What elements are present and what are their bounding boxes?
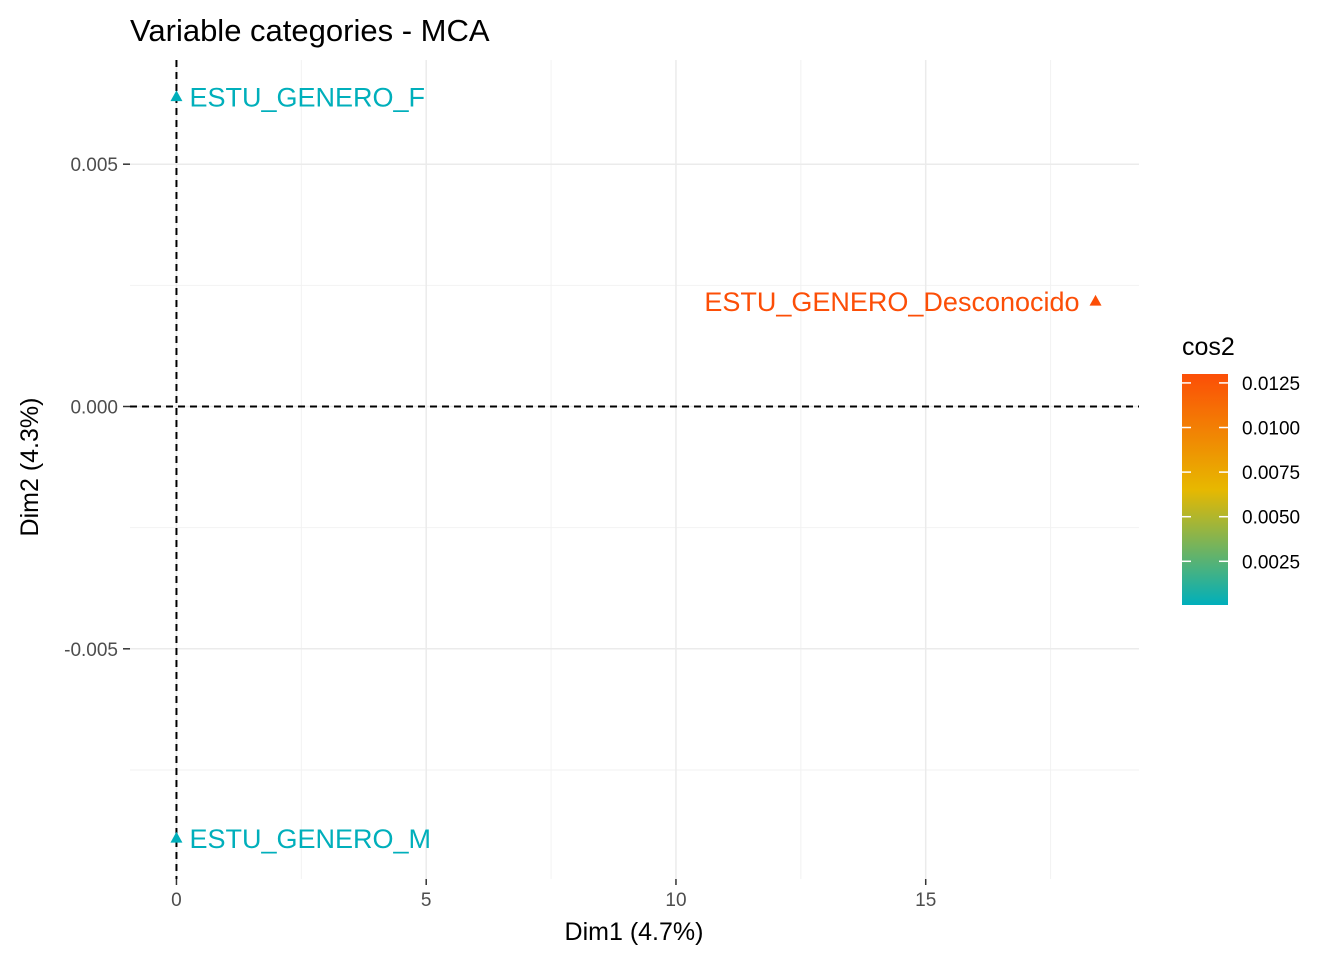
data-point-label: ESTU_GENERO_M	[189, 824, 431, 854]
legend-tick-label: 0.0025	[1242, 552, 1300, 573]
legend-title: cos2	[1182, 333, 1235, 361]
reference-lines	[130, 60, 1139, 879]
data-point-triangle	[1089, 294, 1102, 306]
y-axis: 0.005 0.000 -0.005	[64, 155, 130, 661]
data-point-triangle	[170, 90, 183, 102]
data-point-label: ESTU_GENERO_Desconocido	[704, 287, 1079, 317]
y-tick-label: 0.005	[70, 155, 118, 176]
legend-tick-label: 0.0100	[1242, 419, 1300, 440]
minor-gridlines	[130, 60, 1139, 879]
data-point-label: ESTU_GENERO_F	[189, 82, 425, 112]
legend-tick-label: 0.0125	[1242, 374, 1300, 395]
cos2-legend: cos2 0.0125 0.0100 0.0075 0.0050 0.0025	[1182, 333, 1300, 605]
legend-color-bar	[1182, 374, 1228, 605]
x-tick-label: 0	[171, 890, 182, 911]
legend-ticks: 0.0125 0.0100 0.0075 0.0050 0.0025	[1182, 374, 1300, 573]
x-axis: 0 5 10 15	[171, 879, 936, 911]
x-tick-label: 5	[421, 890, 432, 911]
legend-tick-label: 0.0050	[1242, 508, 1300, 529]
data-points	[170, 90, 1102, 843]
major-gridlines	[130, 60, 1139, 879]
data-point-triangle	[170, 831, 183, 843]
x-axis-title: Dim1 (4.7%)	[565, 918, 704, 946]
x-tick-label: 10	[665, 890, 686, 911]
legend-tick-label: 0.0075	[1242, 463, 1300, 484]
y-axis-title: Dim2 (4.3%)	[16, 398, 44, 537]
chart-title: Variable categories - MCA	[130, 13, 490, 48]
plot-panel: ESTU_GENERO_F ESTU_GENERO_Desconocido ESTU…	[130, 60, 1139, 879]
x-tick-label: 15	[915, 890, 936, 911]
data-point-labels: ESTU_GENERO_F ESTU_GENERO_Desconocido ESTU…	[189, 82, 1079, 853]
y-tick-label: -0.005	[64, 640, 118, 661]
y-tick-label: 0.000	[70, 398, 118, 419]
